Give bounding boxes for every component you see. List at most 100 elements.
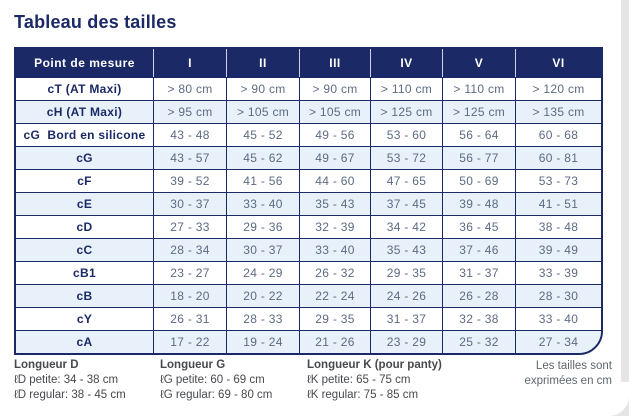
size-cell: 20 - 22 bbox=[227, 284, 300, 307]
row-label: cB1 bbox=[16, 261, 154, 284]
size-cell: 24 - 29 bbox=[227, 261, 300, 284]
size-cell: 28 - 34 bbox=[154, 238, 227, 261]
size-cell: 21 - 26 bbox=[300, 330, 371, 353]
table-row: cE 30 - 37 33 - 40 35 - 43 37 - 45 39 - 48 41 … bbox=[16, 192, 601, 215]
size-cell: 18 - 20 bbox=[154, 284, 227, 307]
size-cell: 24 - 26 bbox=[371, 284, 443, 307]
size-cell: 32 - 38 bbox=[443, 307, 516, 330]
size-cell: 28 - 33 bbox=[227, 307, 300, 330]
table-header-row: Point de mesure I II III IV V VI bbox=[16, 49, 601, 77]
page-edge-right bbox=[621, 0, 629, 416]
size-cell: > 110 cm bbox=[371, 77, 443, 100]
size-cell: 35 - 43 bbox=[300, 192, 371, 215]
size-cell: > 120 cm bbox=[516, 77, 601, 100]
size-cell: 30 - 37 bbox=[154, 192, 227, 215]
header-point-de-mesure: Point de mesure bbox=[16, 49, 154, 77]
size-cell: 56 - 64 bbox=[443, 123, 516, 146]
size-cell: > 110 cm bbox=[443, 77, 516, 100]
size-cell: 38 - 48 bbox=[516, 215, 601, 238]
row-label: cF bbox=[16, 169, 154, 192]
size-cell: 39 - 52 bbox=[154, 169, 227, 192]
size-cell: 33 - 39 bbox=[516, 261, 601, 284]
size-cell: 43 - 57 bbox=[154, 146, 227, 169]
size-cell: 45 - 62 bbox=[227, 146, 300, 169]
row-label: cY bbox=[16, 307, 154, 330]
legend-title: Longueur K (pour panty) bbox=[307, 359, 442, 371]
header-size-V: V bbox=[443, 49, 516, 77]
page-rounded-corner bbox=[559, 382, 629, 416]
size-cell: 26 - 32 bbox=[300, 261, 371, 284]
legend-line: ℓG petite: 60 - 69 cm bbox=[160, 374, 265, 386]
size-cell: 31 - 37 bbox=[371, 307, 443, 330]
size-cell: > 90 cm bbox=[227, 77, 300, 100]
size-cell: 49 - 67 bbox=[300, 146, 371, 169]
size-cell: 34 - 42 bbox=[371, 215, 443, 238]
size-cell: 53 - 60 bbox=[371, 123, 443, 146]
size-cell: 33 - 40 bbox=[300, 238, 371, 261]
size-cell: 53 - 72 bbox=[371, 146, 443, 169]
size-cell: > 90 cm bbox=[300, 77, 371, 100]
size-cell: 39 - 48 bbox=[443, 192, 516, 215]
row-label: cH (AT Maxi) bbox=[16, 100, 154, 123]
size-cell: 29 - 35 bbox=[300, 307, 371, 330]
size-cell: 26 - 31 bbox=[154, 307, 227, 330]
header-size-IV: IV bbox=[371, 49, 443, 77]
row-label: cC bbox=[16, 238, 154, 261]
legend-longueur-d: Longueur D ℓD petite: 34 - 38 cm ℓD regu… bbox=[14, 358, 126, 403]
table-row: cG 43 - 57 45 - 62 49 - 67 53 - 72 56 - 77 60 … bbox=[16, 146, 601, 169]
size-cell: 33 - 40 bbox=[516, 307, 601, 330]
size-cell: 39 - 49 bbox=[516, 238, 601, 261]
legend-title: Longueur D bbox=[14, 359, 79, 371]
size-cell: 29 - 35 bbox=[371, 261, 443, 284]
table-row: cC 28 - 34 30 - 37 33 - 40 35 - 43 37 - 46 39 … bbox=[16, 238, 601, 261]
size-cell: > 125 cm bbox=[443, 100, 516, 123]
size-cell: 44 - 60 bbox=[300, 169, 371, 192]
table-row: cB 18 - 20 20 - 22 22 - 24 24 - 26 26 - 28 28 … bbox=[16, 284, 601, 307]
size-cell: 56 - 77 bbox=[443, 146, 516, 169]
table-row: cT (AT Maxi) > 80 cm > 90 cm > 90 cm > 110 c… bbox=[16, 77, 601, 100]
sizes-in-cm-note: Les tailles sont exprimées en cm bbox=[524, 359, 612, 389]
legend-line: ℓD regular: 38 - 45 cm bbox=[14, 389, 126, 401]
legend-line: ℓK regular: 75 - 85 cm bbox=[307, 389, 419, 401]
size-cell: 25 - 32 bbox=[443, 330, 516, 353]
row-label: cD bbox=[16, 215, 154, 238]
size-table: Point de mesure I II III IV V VI cT (AT … bbox=[16, 49, 601, 353]
header-size-III: III bbox=[300, 49, 371, 77]
table-row: cF 39 - 52 41 - 56 44 - 60 47 - 65 50 - 69 53 … bbox=[16, 169, 601, 192]
size-table-body: cT (AT Maxi) > 80 cm > 90 cm > 90 cm > 110 c… bbox=[16, 77, 601, 353]
size-cell: 22 - 24 bbox=[300, 284, 371, 307]
size-cell: 50 - 69 bbox=[443, 169, 516, 192]
size-cell: 29 - 36 bbox=[227, 215, 300, 238]
note-line: exprimées en cm bbox=[524, 375, 612, 387]
size-cell: > 105 cm bbox=[227, 100, 300, 123]
header-size-I: I bbox=[154, 49, 227, 77]
table-row: cH (AT Maxi) > 95 cm > 105 cm > 105 cm > 125… bbox=[16, 100, 601, 123]
size-cell: 37 - 45 bbox=[371, 192, 443, 215]
legend-longueur-g: Longueur G ℓG petite: 60 - 69 cm ℓG regu… bbox=[160, 358, 272, 403]
size-cell: > 95 cm bbox=[154, 100, 227, 123]
size-cell: 37 - 46 bbox=[443, 238, 516, 261]
size-cell: 33 - 40 bbox=[227, 192, 300, 215]
size-cell: 19 - 24 bbox=[227, 330, 300, 353]
size-cell: > 135 cm bbox=[516, 100, 601, 123]
row-label: cT (AT Maxi) bbox=[16, 77, 154, 100]
table-row: cY 26 - 31 28 - 33 29 - 35 31 - 37 32 - 38 33 … bbox=[16, 307, 601, 330]
table-row: cG Bord en silicone 43 - 48 45 - 52 49 - 56… bbox=[16, 123, 601, 146]
row-label: cA bbox=[16, 330, 154, 353]
size-cell: 31 - 37 bbox=[443, 261, 516, 284]
legend-line: ℓK petite: 65 - 75 cm bbox=[307, 374, 411, 386]
header-size-II: II bbox=[227, 49, 300, 77]
size-cell: > 80 cm bbox=[154, 77, 227, 100]
size-cell: 17 - 22 bbox=[154, 330, 227, 353]
size-cell: 49 - 56 bbox=[300, 123, 371, 146]
row-label: cE bbox=[16, 192, 154, 215]
size-cell: 27 - 33 bbox=[154, 215, 227, 238]
size-cell: > 125 cm bbox=[371, 100, 443, 123]
header-size-VI: VI bbox=[516, 49, 601, 77]
row-label: cG Bord en silicone bbox=[16, 123, 154, 146]
size-table-wrapper: Point de mesure I II III IV V VI cT (AT … bbox=[14, 47, 603, 355]
size-cell: 28 - 30 bbox=[516, 284, 601, 307]
legend-line: ℓG regular: 69 - 80 cm bbox=[160, 389, 273, 401]
page-title: Tableau des tailles bbox=[14, 12, 177, 32]
size-cell: 60 - 68 bbox=[516, 123, 601, 146]
